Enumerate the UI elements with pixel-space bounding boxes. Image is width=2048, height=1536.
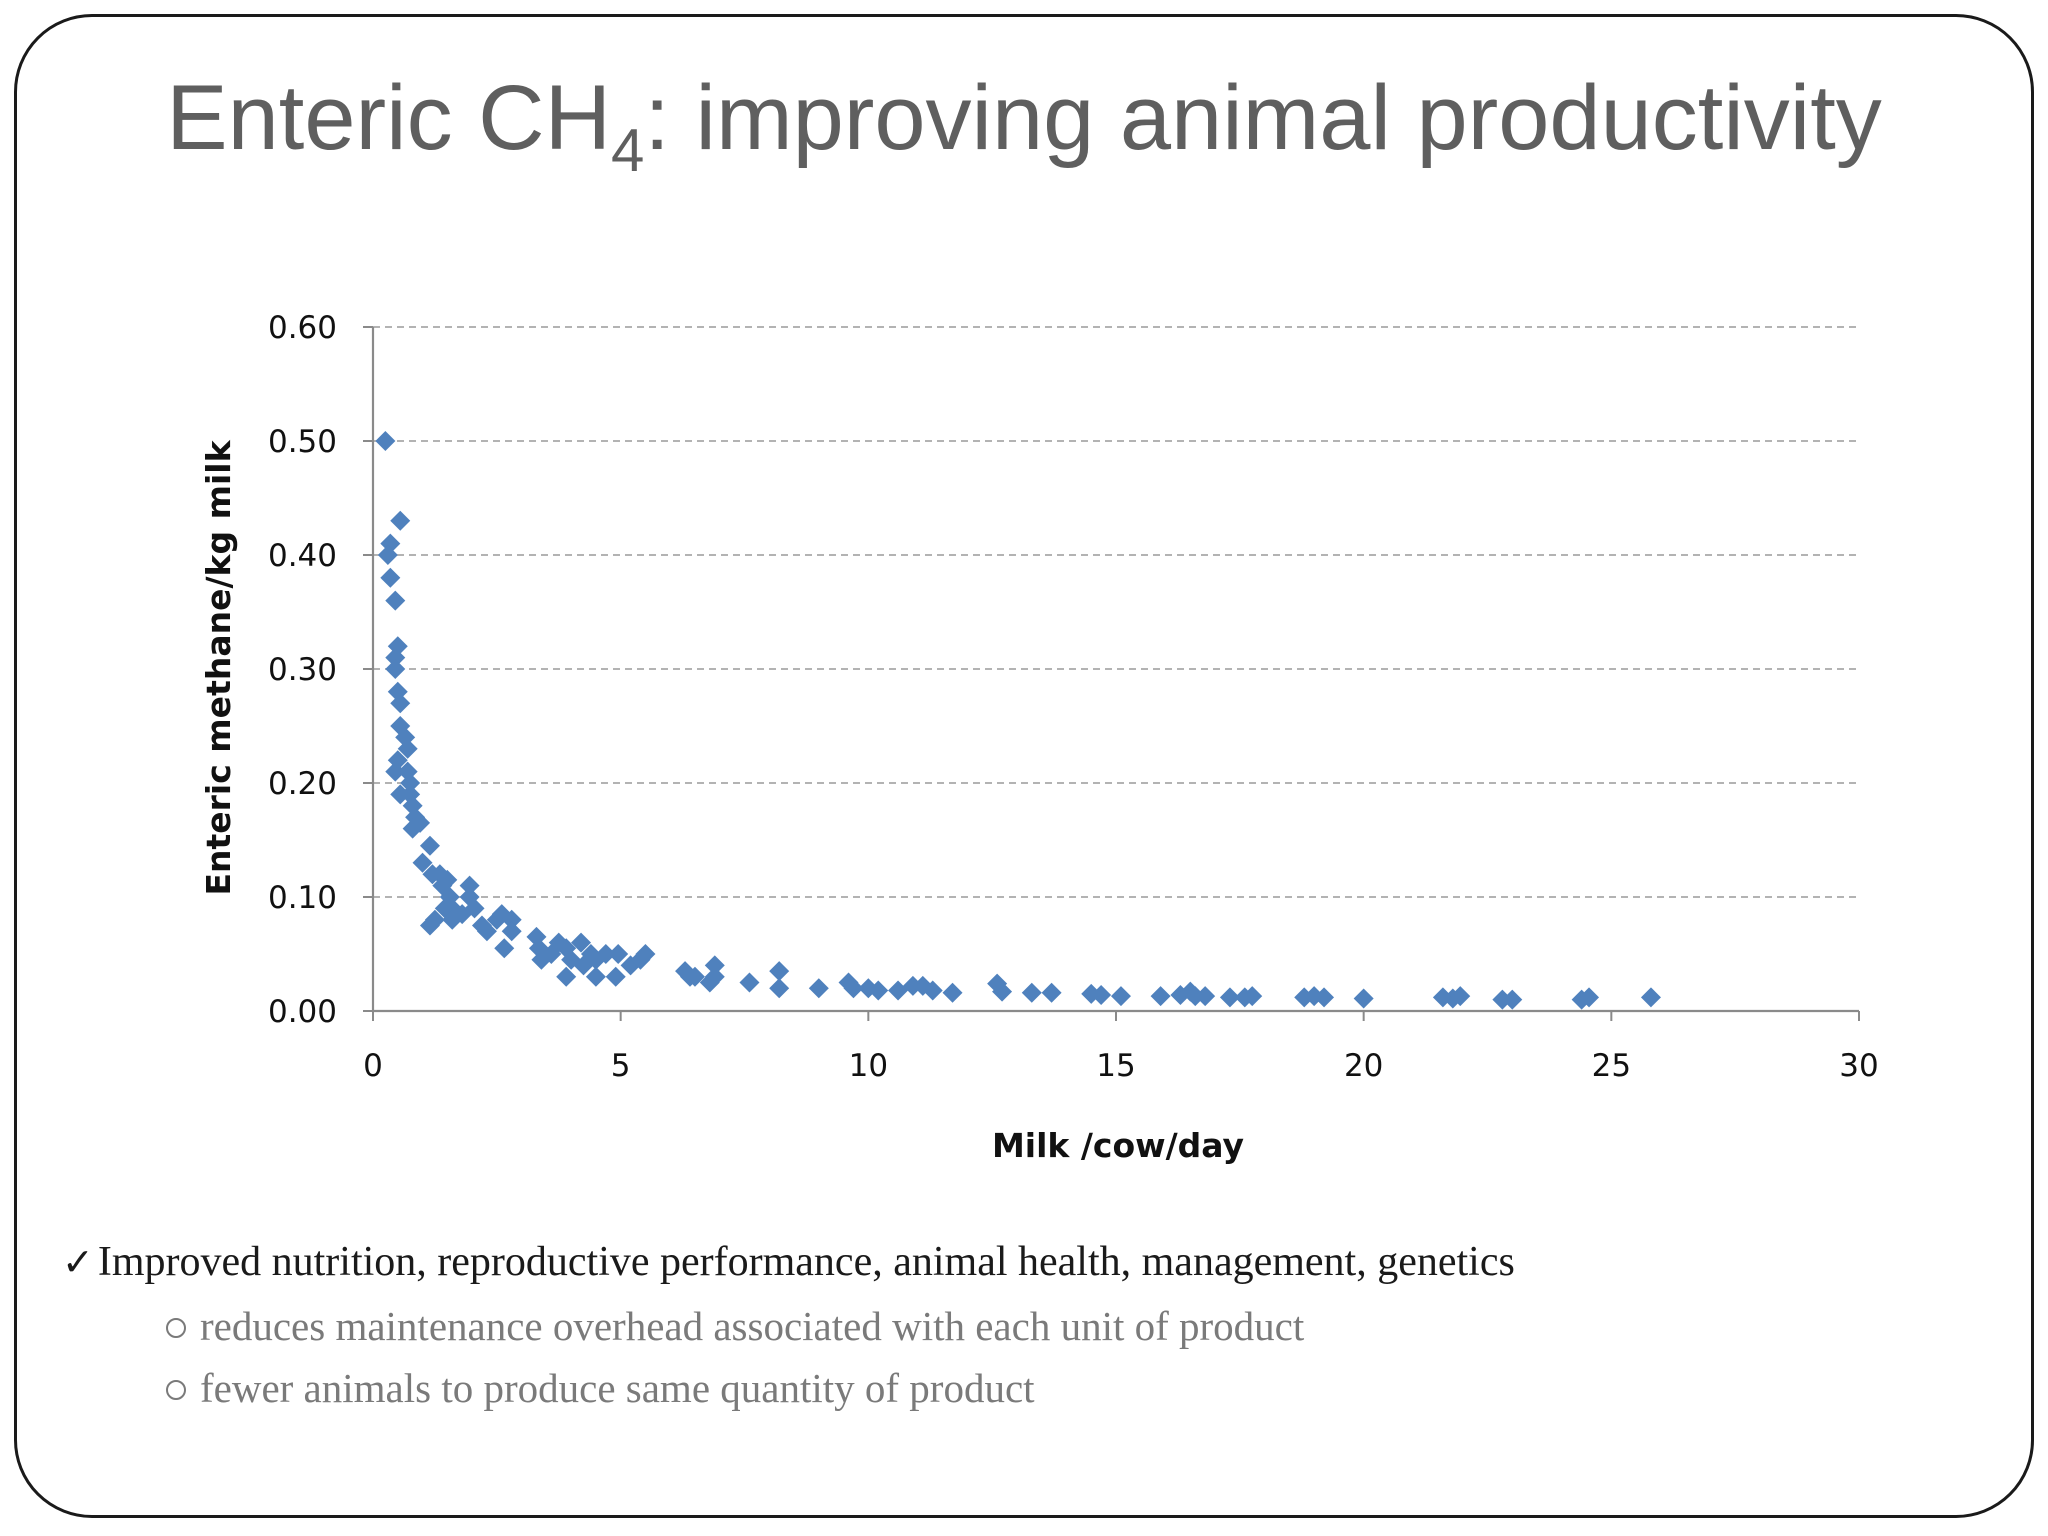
x-tick-label: 20 — [1344, 1048, 1383, 1084]
slide-frame — [14, 14, 2034, 1518]
data-point — [400, 773, 421, 793]
data-point — [684, 966, 705, 987]
data-point — [1041, 982, 1062, 1003]
data-point — [1091, 985, 1112, 1006]
data-point — [1150, 986, 1171, 1007]
data-point — [769, 961, 790, 982]
data-point — [556, 966, 577, 987]
data-point — [501, 909, 522, 930]
y-tick-label: 0.00 — [268, 994, 337, 1030]
data-point — [1021, 982, 1042, 1003]
data-point — [1195, 986, 1216, 1007]
data-point — [390, 693, 411, 714]
y-tick-label: 0.40 — [268, 538, 337, 574]
checkmark-icon: ✓ — [62, 1240, 94, 1284]
sub-bullet-1: reduces maintenance overhead associated … — [166, 1302, 1304, 1350]
chart-tick-labels: 0.00 0.10 0.20 0.30 0.40 0.50 0.60 0 5 10 15 20 25 30 — [268, 310, 1879, 1084]
y-tick-label: 0.60 — [268, 310, 337, 346]
data-point — [888, 980, 909, 1001]
data-point — [1502, 989, 1523, 1010]
data-point — [605, 966, 626, 987]
y-tick-label: 0.30 — [268, 652, 337, 688]
data-point — [704, 955, 725, 976]
data-point — [437, 869, 458, 890]
slide-title: Enteric CH4: improving animal productivi… — [0, 66, 2048, 181]
data-point — [808, 978, 829, 999]
x-tick-label: 5 — [611, 1048, 631, 1084]
data-point — [1450, 986, 1471, 1007]
data-point — [843, 978, 864, 999]
x-tick-label: 30 — [1839, 1048, 1878, 1084]
chart-points — [375, 431, 1661, 1010]
data-point — [385, 590, 406, 611]
circle-bullet-icon — [166, 1380, 186, 1400]
data-point — [494, 938, 515, 959]
data-point — [390, 784, 411, 805]
data-point — [571, 932, 592, 953]
data-point — [385, 647, 406, 668]
bullet-main-text: Improved nutrition, reproductive perform… — [97, 1239, 1515, 1285]
data-point — [1242, 986, 1263, 1007]
data-point — [608, 944, 629, 964]
data-point — [380, 567, 401, 588]
data-point — [1579, 987, 1600, 1008]
data-point — [397, 738, 418, 759]
sub-bullet-text: reduces maintenance overhead associated … — [200, 1303, 1305, 1349]
x-axis-label: Milk /cow/day — [992, 1126, 1244, 1165]
data-point — [390, 510, 411, 531]
title-subscript: 4 — [611, 117, 645, 184]
data-point — [585, 966, 606, 987]
data-point — [1353, 988, 1374, 1009]
data-point — [424, 909, 445, 930]
title-main: Enteric CH — [166, 67, 612, 169]
y-tick-label: 0.20 — [268, 766, 337, 802]
data-point — [942, 982, 963, 1003]
data-point — [459, 875, 480, 896]
x-tick-label: 10 — [849, 1048, 888, 1084]
data-point — [1640, 987, 1661, 1008]
data-point — [476, 921, 497, 942]
data-point — [377, 545, 398, 565]
data-point — [1219, 987, 1240, 1008]
data-point — [739, 972, 760, 993]
data-point — [464, 898, 485, 919]
data-point — [1314, 987, 1335, 1008]
data-point — [1110, 986, 1131, 1007]
x-tick-label: 15 — [1096, 1048, 1135, 1084]
data-point — [501, 921, 522, 942]
x-tick-label: 25 — [1592, 1048, 1631, 1084]
data-point — [595, 944, 616, 964]
x-tick-label: 0 — [363, 1048, 383, 1084]
circle-bullet-icon — [166, 1318, 186, 1338]
data-point — [375, 431, 396, 451]
title-rest: : improving animal productivity — [644, 67, 1882, 169]
data-point — [412, 852, 433, 873]
chart-axes — [363, 326, 1860, 1021]
data-point — [635, 944, 656, 964]
data-point — [922, 980, 943, 1001]
data-point — [868, 980, 889, 1001]
data-point — [385, 761, 406, 782]
data-point — [419, 835, 440, 856]
y-tick-label: 0.10 — [268, 880, 337, 916]
y-tick-label: 0.50 — [268, 424, 337, 460]
data-point — [385, 659, 406, 679]
y-axis-label: Enteric methane/kg milk — [199, 439, 238, 895]
sub-bullet-2: fewer animals to produce same quantity o… — [166, 1364, 1035, 1412]
bullet-main: ✓Improved nutrition, reproductive perfor… — [62, 1238, 1515, 1286]
data-point — [769, 978, 790, 999]
chart-grid — [373, 326, 1859, 898]
data-point — [704, 966, 725, 987]
data-point — [410, 812, 431, 833]
data-point — [992, 981, 1013, 1002]
sub-bullet-text: fewer animals to produce same quantity o… — [200, 1365, 1035, 1411]
